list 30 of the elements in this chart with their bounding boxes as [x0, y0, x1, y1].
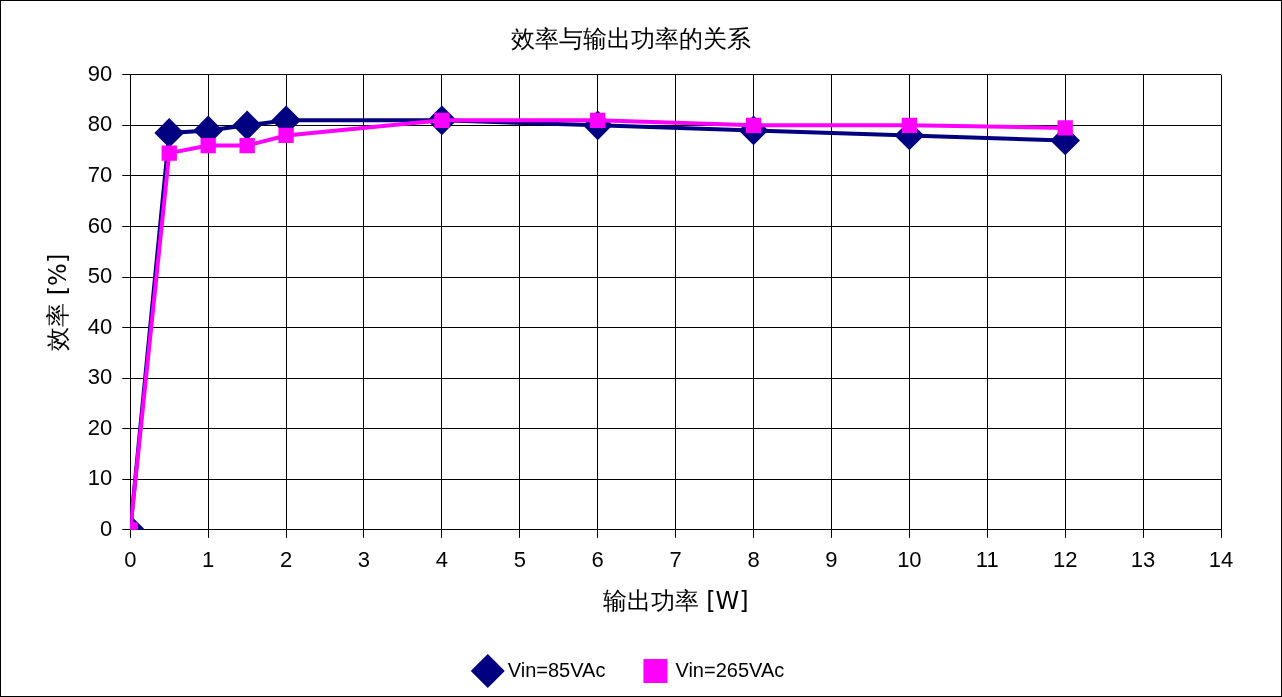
- y-tick-label: 10: [87, 465, 113, 491]
- y-tick-label: 90: [87, 60, 113, 86]
- x-tick-label: 8: [747, 547, 760, 573]
- legend-label: Vin=85VAc: [507, 658, 606, 681]
- y-tick-label: 40: [87, 313, 113, 339]
- x-tick-label: 12: [1052, 547, 1078, 573]
- y-tick-label: 50: [87, 263, 113, 289]
- y-tick-label: 60: [87, 212, 113, 238]
- x-tick-label: 2: [279, 547, 293, 573]
- x-tick-label: 4: [435, 547, 449, 573]
- y-tick-label: 0: [100, 515, 113, 541]
- x-tick-label: 6: [591, 547, 604, 573]
- x-tick-label: 13: [1130, 547, 1156, 573]
- chart-title: 效率与输出功率的关系: [511, 24, 751, 53]
- x-tick-label: 5: [513, 547, 526, 573]
- y-tick-label: 70: [87, 161, 113, 187]
- x-tick-label: 1: [202, 547, 215, 573]
- x-tick-label: 7: [669, 547, 682, 573]
- x-tick-label: 0: [124, 547, 137, 573]
- y-tick-label: 80: [87, 111, 113, 137]
- x-tick-label: 11: [975, 547, 999, 573]
- x-tick-label: 14: [1208, 547, 1234, 573]
- y-axis-title: 效率 [%]: [43, 253, 72, 351]
- y-tick-label: 30: [87, 364, 113, 390]
- x-tick-label: 9: [825, 547, 838, 573]
- x-axis-title: 输出功率 [W]: [602, 586, 749, 615]
- x-tick-label: 10: [897, 547, 922, 573]
- y-tick-label: 20: [87, 414, 113, 440]
- x-tick-label: 3: [357, 547, 371, 573]
- legend-label: Vin=265VAc: [675, 658, 785, 681]
